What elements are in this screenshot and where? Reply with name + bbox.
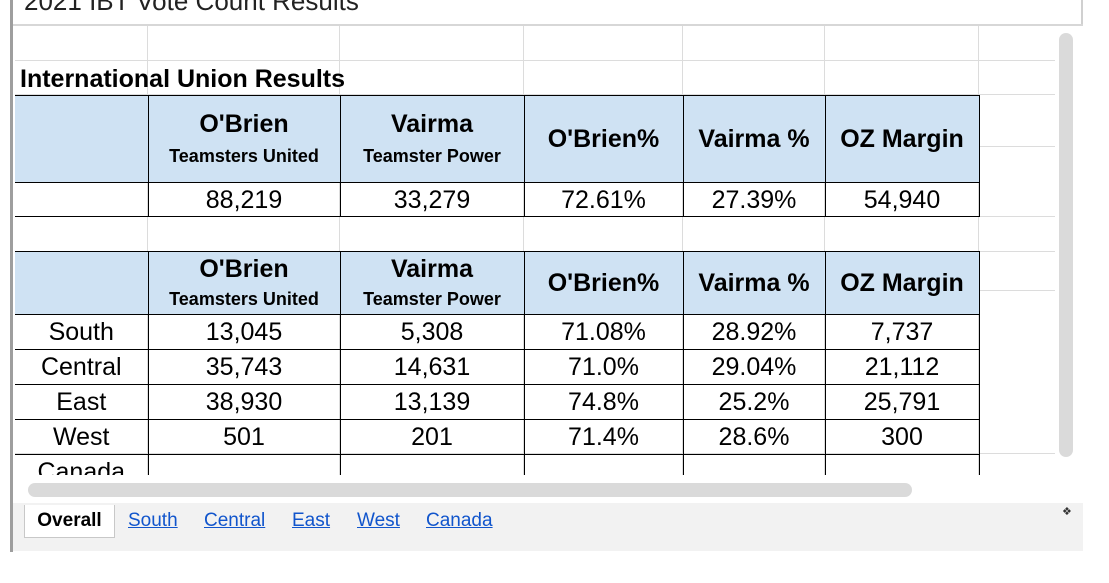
slate-name: Teamsters United: [169, 289, 319, 309]
candidate-name: O'Brien: [199, 110, 289, 138]
region-row-south: South 13,045 5,308 71.08% 28.92% 7,737: [15, 314, 980, 350]
vairma-votes-cell[interactable]: 201: [339, 419, 525, 455]
grid-column-line: [523, 26, 524, 475]
header-row: O'Brien Teamsters United Vairma Teamster…: [15, 251, 980, 315]
sheet-tab-south[interactable]: South: [128, 510, 178, 531]
obrien-votes-cell[interactable]: 13,045: [147, 314, 341, 350]
sheet-tab-central[interactable]: Central: [204, 510, 266, 531]
obrien-pct-cell[interactable]: 71.08%: [523, 314, 684, 350]
obrien-pct-cell[interactable]: 72.61%: [523, 182, 684, 217]
margin-cell[interactable]: 21,112: [824, 349, 980, 385]
header-obrien-pct-cell[interactable]: O'Brien%: [523, 95, 684, 183]
margin-cell[interactable]: 300: [824, 419, 980, 455]
candidate-name: Vairma: [390, 255, 473, 283]
header-blank-cell[interactable]: [15, 251, 149, 315]
obrien-votes-cell[interactable]: 501: [147, 419, 341, 455]
column-header: Vairma %: [698, 269, 810, 297]
slate-name: Teamster Power: [363, 146, 501, 166]
obrien-pct-cell[interactable]: [523, 454, 684, 475]
region-label-cell[interactable]: East: [15, 384, 149, 420]
column-header: OZ Margin: [840, 269, 964, 297]
region-label-cell[interactable]: Central: [15, 349, 149, 385]
frame-left-border: [10, 0, 13, 552]
slate-name: Teamsters United: [169, 146, 319, 166]
margin-cell[interactable]: 25,791: [824, 384, 980, 420]
sheet-tab-bar: [13, 503, 1083, 551]
obrien-votes-cell[interactable]: 35,743: [147, 349, 341, 385]
section-heading: International Union Results: [20, 65, 346, 93]
vairma-votes-cell[interactable]: [339, 454, 525, 475]
sheet-tab-canada[interactable]: Canada: [426, 510, 493, 531]
header-blank-cell[interactable]: [15, 95, 149, 183]
vairma-pct-cell[interactable]: 25.2%: [682, 384, 826, 420]
obrien-pct-cell[interactable]: 71.0%: [523, 349, 684, 385]
candidate-name: Vairma: [390, 110, 473, 138]
vairma-pct-cell[interactable]: [682, 454, 826, 475]
region-row-central: Central 35,743 14,631 71.0% 29.04% 21,11…: [15, 349, 980, 385]
sheet-tab-east[interactable]: East: [292, 510, 331, 531]
overall-row: 88,219 33,279 72.61% 27.39% 54,940: [15, 182, 980, 217]
header-vairma-pct-cell[interactable]: Vairma %: [682, 95, 826, 183]
obrien-votes-cell[interactable]: [147, 454, 341, 475]
vairma-votes-cell[interactable]: 14,631: [339, 349, 525, 385]
vertical-scrollbar[interactable]: [1059, 33, 1073, 457]
header-vairma-cell[interactable]: Vairma Teamster Power: [339, 95, 525, 183]
grid-row-line: [15, 94, 1055, 95]
region-label-cell[interactable]: West: [15, 419, 149, 455]
vairma-votes-cell[interactable]: 5,308: [339, 314, 525, 350]
frame-right-border: [1081, 0, 1083, 25]
header-vairma-pct-cell[interactable]: Vairma %: [682, 251, 826, 315]
vairma-votes-cell[interactable]: 13,139: [339, 384, 525, 420]
corner-marker-icon: ❖: [1062, 506, 1072, 518]
vairma-pct-cell[interactable]: 28.92%: [682, 314, 826, 350]
vairma-pct-cell[interactable]: 27.39%: [682, 182, 826, 217]
grid-column-line: [978, 26, 979, 475]
column-header: Vairma %: [698, 125, 810, 153]
margin-cell[interactable]: 7,737: [824, 314, 980, 350]
sheet-tab-west[interactable]: West: [357, 510, 400, 531]
vairma-pct-cell[interactable]: 28.6%: [682, 419, 826, 455]
region-row-canada: Canada: [15, 454, 980, 475]
region-row-east: East 38,930 13,139 74.8% 25.2% 25,791: [15, 384, 980, 420]
vairma-votes-cell[interactable]: 33,279: [339, 182, 525, 217]
header-margin-cell[interactable]: OZ Margin: [824, 95, 980, 183]
horizontal-scrollbar[interactable]: [28, 483, 912, 497]
column-header: O'Brien%: [547, 269, 660, 297]
title-divider: [13, 24, 1083, 26]
grid-column-line: [682, 26, 683, 475]
grid-row-line: [15, 216, 1055, 217]
grid-row-line: [15, 60, 1055, 61]
grid-column-line: [824, 26, 825, 475]
obrien-votes-cell[interactable]: 88,219: [147, 182, 341, 217]
column-header: OZ Margin: [840, 125, 964, 153]
margin-cell[interactable]: 54,940: [824, 182, 980, 217]
slate-name: Teamster Power: [363, 289, 501, 309]
region-label-cell[interactable]: Canada: [15, 454, 149, 475]
sheet-tab-overall[interactable]: Overall: [24, 505, 115, 538]
vairma-pct-cell[interactable]: 29.04%: [682, 349, 826, 385]
column-header: O'Brien%: [547, 125, 660, 153]
grid-column-line: [339, 26, 340, 475]
candidate-name: O'Brien: [199, 255, 289, 283]
header-vairma-cell[interactable]: Vairma Teamster Power: [339, 251, 525, 315]
header-obrien-cell[interactable]: O'Brien Teamsters United: [147, 251, 341, 315]
obrien-pct-cell[interactable]: 71.4%: [523, 419, 684, 455]
obrien-pct-cell[interactable]: 74.8%: [523, 384, 684, 420]
region-label-cell[interactable]: South: [15, 314, 149, 350]
page-title: 2021 IBT Vote Count Results: [24, 0, 359, 16]
region-row-west: West 501 201 71.4% 28.6% 300: [15, 419, 980, 455]
header-obrien-cell[interactable]: O'Brien Teamsters United: [147, 95, 341, 183]
overall-results-table: O'Brien Teamsters United Vairma Teamster…: [15, 95, 980, 217]
header-obrien-pct-cell[interactable]: O'Brien%: [523, 251, 684, 315]
obrien-votes-cell[interactable]: 38,930: [147, 384, 341, 420]
header-row: O'Brien Teamsters United Vairma Teamster…: [15, 95, 980, 183]
row-label-cell[interactable]: [15, 182, 149, 217]
header-margin-cell[interactable]: OZ Margin: [824, 251, 980, 315]
spreadsheet-grid[interactable]: International Union Results O'Brien Team…: [15, 26, 1055, 475]
grid-column-line: [147, 26, 148, 475]
regional-results-table: O'Brien Teamsters United Vairma Teamster…: [15, 251, 980, 475]
margin-cell[interactable]: [824, 454, 980, 475]
